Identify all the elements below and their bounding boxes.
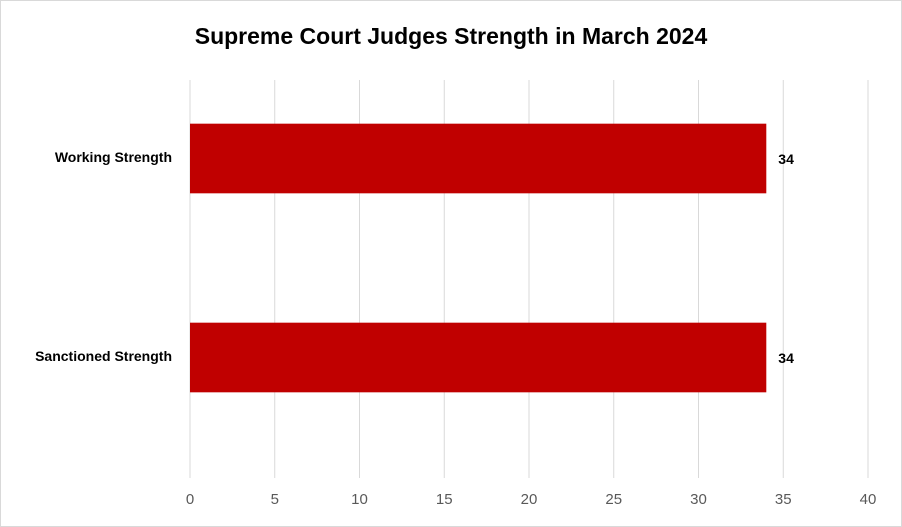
x-tick-label: 15 [436,491,453,508]
chart-title: Supreme Court Judges Strength in March 2… [195,23,708,49]
x-tick-label: 35 [775,491,792,508]
x-tick-label: 5 [271,491,279,508]
x-tick-label: 30 [690,491,707,508]
x-tick-label: 10 [351,491,368,508]
data-label: 34 [778,151,794,167]
x-tick-label: 0 [186,491,194,508]
x-tick-label: 20 [521,491,538,508]
x-tick-label: 25 [605,491,622,508]
bar [190,123,767,194]
data-label: 34 [778,350,794,366]
bar [190,322,767,393]
y-tick-label: Sanctioned Strength [35,348,172,364]
x-tick-label: 40 [860,491,877,508]
y-tick-label: Working Strength [55,149,172,165]
